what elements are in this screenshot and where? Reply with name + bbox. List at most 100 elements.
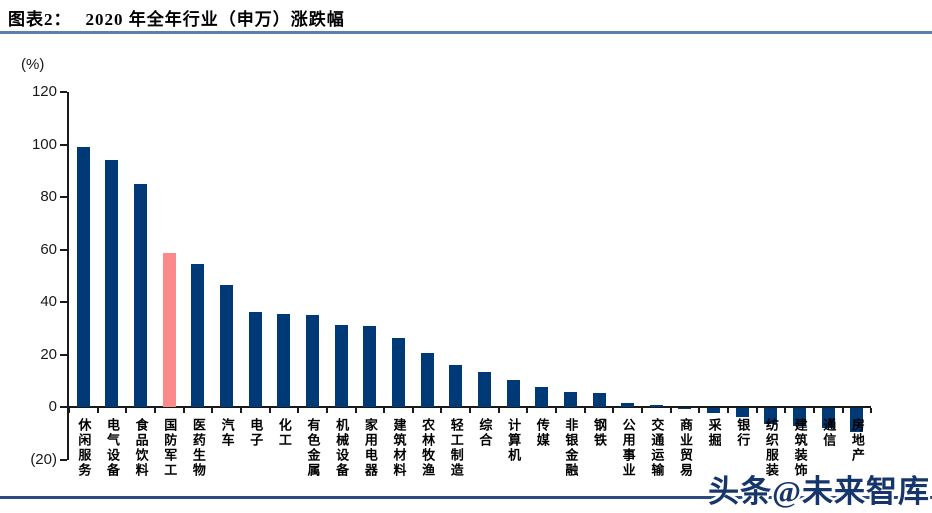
chart-bar [707,408,721,413]
category-label: 非银金融 [563,418,579,478]
x-tick-mark [612,408,615,413]
category-label: 计算机 [506,418,522,463]
chart-bar [678,408,692,410]
chart-bar [850,408,864,432]
x-tick-mark [211,408,214,413]
category-label: 农林牧渔 [420,418,436,478]
x-tick-mark [870,408,873,413]
figure-title: 图表2： 2020 年全年行业（申万）涨跌幅 [8,5,345,30]
y-tick-mark [60,143,67,146]
y-tick-mark [60,406,67,408]
category-label: 建筑装饰 [792,418,808,478]
chart-bar [821,408,835,428]
chart-bar [592,393,606,407]
category-label: 电子 [248,418,264,448]
y-tick-label: 100 [31,135,57,153]
x-tick-mark [784,408,787,413]
chart-bar [793,408,807,427]
category-label: 通信 [821,418,837,448]
chart-bar [191,263,205,407]
category-label: 建筑材料 [391,418,407,478]
x-tick-mark [583,408,586,413]
x-tick-mark [755,408,758,413]
chart-bar [506,379,520,407]
chart-bar [563,392,577,407]
chart-bar [248,311,262,407]
watermark: 头条@未来智库 [708,474,930,509]
category-label: 汽车 [219,418,235,448]
figure-label: 图表2： [8,10,72,29]
chart-bar-highlighted [162,253,176,407]
chart-bar [449,365,463,407]
category-label: 公用事业 [620,418,636,478]
chart-bar [220,285,234,407]
x-tick-mark [268,408,271,413]
chart-bar [277,314,291,407]
x-tick-mark [698,408,701,413]
x-tick-mark [297,408,300,413]
chart-bar [105,160,119,407]
category-label: 采掘 [706,418,722,448]
y-tick-label: (20) [30,450,57,468]
x-tick-mark [440,408,443,413]
chart-bar [306,315,320,407]
x-tick-mark [383,408,386,413]
category-label: 国防军工 [162,418,178,478]
y-tick-mark [60,91,67,93]
category-label: 机械设备 [334,418,350,478]
y-tick-label: 120 [31,83,57,100]
y-tick-mark [60,353,67,356]
category-label: 传媒 [534,418,550,448]
category-label: 电气设备 [104,418,120,478]
y-tick-mark [60,458,67,461]
title-divider [0,31,932,34]
x-tick-mark [555,408,558,413]
x-tick-mark [726,408,729,413]
y-tick-label: 20 [40,345,57,363]
x-tick-mark [325,408,328,413]
chart-bar [76,147,90,407]
x-tick-mark [354,408,357,413]
x-tick-mark [526,408,529,413]
x-tick-mark [182,408,185,413]
chart-bar [735,408,749,417]
chart-bar [391,338,405,407]
y-tick-label: 40 [40,293,57,310]
category-label: 医药生物 [190,418,206,478]
y-tick-mark [60,248,67,251]
category-label: 轻工制造 [448,418,464,478]
category-label: 休闲服务 [76,418,92,478]
category-label: 综合 [477,418,493,448]
x-tick-mark [153,408,156,413]
chart-bar [363,325,377,407]
category-label: 交通运输 [649,418,665,478]
category-label: 化工 [276,418,292,448]
chart-bar [334,324,348,407]
chart-bar [134,183,148,407]
category-label: 家用电器 [362,418,378,478]
x-tick-mark [641,408,643,413]
x-tick-mark [411,408,414,413]
category-label: 商业贸易 [677,418,693,478]
y-tick-label: 60 [40,240,57,258]
figure-title-text: 2020 年全年行业（申万）涨跌幅 [85,10,345,29]
y-tick-label: 80 [40,188,57,205]
chart-bar [535,386,549,407]
category-label: 房地产 [849,418,865,463]
x-tick-mark [96,408,99,413]
category-label: 钢铁 [592,418,608,448]
x-tick-mark [669,408,672,413]
footer-divider [0,496,932,499]
chart-bar [477,371,491,407]
y-tick-mark [60,196,67,198]
x-tick-mark [68,408,70,413]
category-label: 食品饮料 [133,418,149,478]
x-tick-mark [239,408,242,413]
x-tick-mark [497,408,500,413]
y-axis-line [67,92,69,460]
y-tick-mark [60,301,67,303]
category-label: 纺织服装 [763,418,779,478]
x-tick-mark [125,408,128,413]
